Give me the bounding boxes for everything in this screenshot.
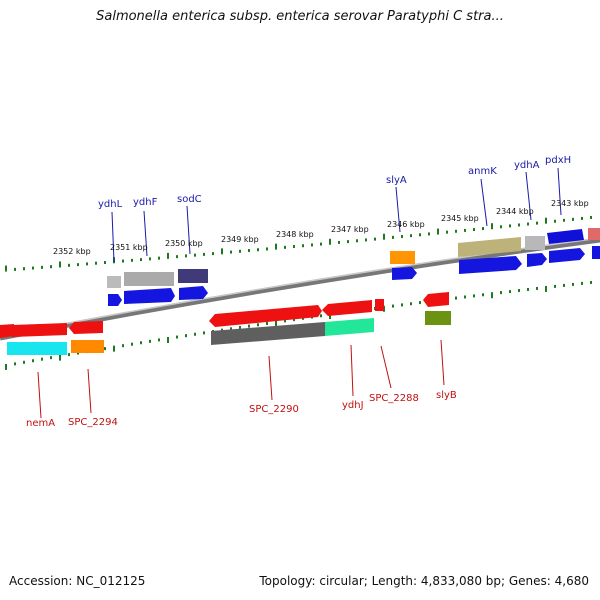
scale-label: 2347 kbp xyxy=(331,225,369,234)
gene-label-ydhF[interactable]: ydhF xyxy=(133,197,158,208)
gene-label-ydhA[interactable]: ydhA xyxy=(514,160,540,171)
genome-summary-text: Topology: circular; Length: 4,833,080 bp… xyxy=(259,574,589,588)
gene-red-5[interactable] xyxy=(322,300,372,316)
gene-pdxH[interactable] xyxy=(547,229,584,244)
leader-SPC_2288 xyxy=(380,345,392,389)
gene-label-slyB[interactable]: slyB xyxy=(436,390,457,401)
gene-label-pdxH[interactable]: pdxH xyxy=(545,155,571,166)
leader-ydhA xyxy=(525,171,532,221)
accession-text: Accession: NC_012125 xyxy=(9,574,146,588)
scale-label: 2350 kbp xyxy=(165,239,203,248)
gene-nemA[interactable] xyxy=(7,342,67,355)
gene-label-sodC[interactable]: sodC xyxy=(177,194,202,205)
scale-label: 2346 kbp xyxy=(387,220,425,229)
gene-red-7[interactable] xyxy=(423,292,449,307)
gene-blue-4[interactable] xyxy=(392,267,417,280)
gene-label-SPC_2288[interactable]: SPC_2288 xyxy=(369,393,419,404)
gene-blue-1[interactable] xyxy=(108,294,122,306)
scale-label: 2351 kbp xyxy=(110,243,148,252)
leader-nemA xyxy=(37,371,42,419)
scale-label: 2345 kbp xyxy=(441,214,479,223)
gene-ydhL[interactable] xyxy=(107,276,121,288)
gene-red-3[interactable] xyxy=(69,321,103,334)
leader-slyB xyxy=(440,339,445,386)
leader-ydhJ xyxy=(350,344,354,397)
gene-blue-7[interactable] xyxy=(549,248,585,263)
gene-blue-3[interactable] xyxy=(179,286,208,300)
gene-anmK[interactable] xyxy=(458,237,521,257)
scale-label: 2343 kbp xyxy=(551,199,589,208)
gene-red-4[interactable] xyxy=(209,305,322,327)
gene-blue-5[interactable] xyxy=(459,256,522,274)
leader-anmK xyxy=(480,178,488,227)
gene-sodC[interactable] xyxy=(178,269,208,283)
gene-label-SPC_2290[interactable]: SPC_2290 xyxy=(249,404,299,415)
gene-ydhF[interactable] xyxy=(124,272,174,286)
map-title: Salmonella enterica subsp. enterica sero… xyxy=(96,9,504,24)
gene-label-ydhJ[interactable]: ydhJ xyxy=(342,400,364,411)
gene-label-nemA[interactable]: nemA xyxy=(26,418,55,429)
gene-label-anmK[interactable]: anmK xyxy=(468,166,497,177)
scale-label: 2352 kbp xyxy=(53,247,91,256)
gene-blue-6[interactable] xyxy=(527,253,547,267)
scale-label: 2344 kbp xyxy=(496,207,534,216)
gene-blue-2[interactable] xyxy=(124,288,175,304)
gene-red-2[interactable] xyxy=(5,323,67,337)
gene-SPC_2290[interactable] xyxy=(211,322,325,345)
leader-slyA xyxy=(395,186,401,233)
leader-ydhL xyxy=(111,211,115,263)
upper-tick-ring xyxy=(5,215,592,272)
gene-ydhJ[interactable] xyxy=(325,318,374,336)
scale-label: 2348 kbp xyxy=(276,230,314,239)
leader-SPC_2294 xyxy=(87,368,92,414)
leader-sodC xyxy=(186,205,191,255)
gene-label-SPC_2294[interactable]: SPC_2294 xyxy=(68,417,118,428)
gene-SPC_2294[interactable] xyxy=(71,340,104,353)
lower-tick-ring xyxy=(5,280,592,370)
gene-ydhA[interactable] xyxy=(525,236,545,250)
gene-upper-unlabeled[interactable] xyxy=(588,228,600,240)
leader-SPC_2290 xyxy=(268,355,273,401)
gene-blue-8[interactable] xyxy=(592,246,600,259)
gene-red-6[interactable] xyxy=(375,299,384,311)
leader-pdxH xyxy=(557,167,562,216)
gene-slyA[interactable] xyxy=(390,251,415,264)
scale-label: 2349 kbp xyxy=(221,235,259,244)
gene-slyB[interactable] xyxy=(425,311,451,325)
leader-ydhF xyxy=(143,210,148,257)
gene-label-slyA[interactable]: slyA xyxy=(386,175,407,186)
gene-label-ydhL[interactable]: ydhL xyxy=(98,199,123,210)
